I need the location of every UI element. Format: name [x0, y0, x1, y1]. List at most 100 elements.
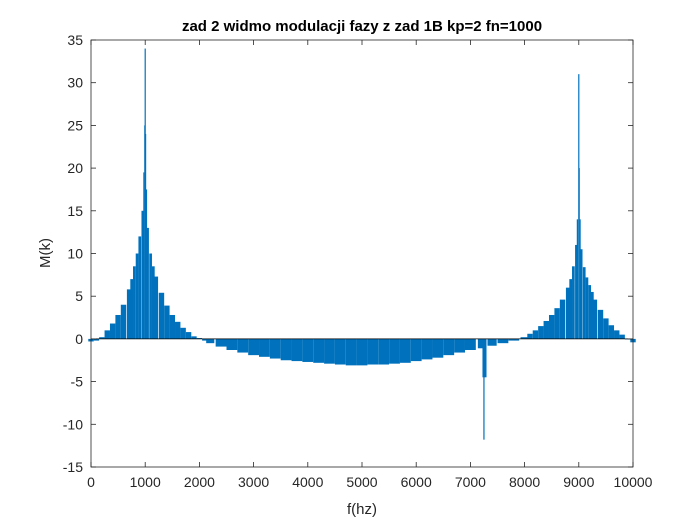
- y-tick-label: 0: [75, 331, 83, 347]
- bar: [324, 338, 335, 364]
- bar: [146, 189, 148, 339]
- bar: [554, 308, 560, 339]
- bar: [543, 320, 549, 339]
- bar: [202, 338, 208, 341]
- y-axis-label: M(k): [37, 238, 54, 268]
- chart-title: zad 2 widmo modulacji fazy z zad 1B kp=2…: [182, 18, 542, 35]
- bar: [259, 338, 270, 357]
- bar: [226, 338, 238, 350]
- bar: [477, 338, 485, 349]
- bar: [158, 292, 165, 339]
- bar: [104, 330, 110, 339]
- x-tick-label: 8000: [509, 474, 540, 490]
- bar: [280, 338, 292, 361]
- x-tick-label: 4000: [292, 474, 323, 490]
- y-tick-label: -10: [63, 416, 83, 432]
- bar: [454, 338, 465, 353]
- bar: [421, 338, 433, 360]
- bar: [291, 338, 303, 362]
- bar: [579, 219, 581, 339]
- bar: [580, 249, 583, 339]
- y-tick-label: -15: [63, 459, 83, 475]
- bar: [410, 338, 422, 362]
- bar: [109, 323, 116, 339]
- bar: [582, 267, 586, 339]
- y-tick-label: 30: [67, 75, 83, 91]
- bar: [206, 338, 215, 344]
- y-tick-label: 20: [67, 160, 83, 176]
- x-tick-label: 3000: [238, 474, 269, 490]
- bar: [175, 321, 181, 339]
- bar: [302, 338, 314, 362]
- bar: [565, 287, 570, 339]
- bar: [149, 253, 152, 339]
- bar: [185, 332, 192, 339]
- bar: [144, 48, 146, 339]
- bar: [614, 330, 620, 339]
- y-tick-label: 35: [67, 32, 83, 48]
- ticks-group: 0 1000 2000 3000 4000 5000 6000 7000 8000 9000 100…: [63, 32, 653, 490]
- bar: [569, 279, 573, 339]
- bar: [588, 285, 591, 339]
- bar: [575, 244, 578, 339]
- bar: [191, 336, 197, 339]
- bar: [367, 338, 379, 365]
- x-tick-label: 1000: [130, 474, 161, 490]
- y-tick-label: 15: [67, 203, 83, 219]
- plot-area: [91, 40, 633, 467]
- bar: [591, 291, 594, 339]
- bar: [130, 279, 134, 339]
- bar: [497, 338, 509, 344]
- y-tick-label: 25: [67, 117, 83, 133]
- bar: [138, 236, 142, 339]
- bar: [548, 314, 555, 339]
- bar: [443, 338, 455, 356]
- bar: [608, 325, 615, 339]
- bar: [164, 305, 170, 339]
- bar: [559, 299, 566, 339]
- bar: [115, 314, 121, 339]
- x-tick-label: 0: [87, 474, 95, 490]
- bar: [578, 168, 580, 339]
- x-tick-label: 2000: [184, 474, 215, 490]
- bar: [169, 314, 176, 339]
- bar: [399, 338, 411, 363]
- x-tick-label: 10000: [614, 474, 653, 490]
- x-tick-label: 5000: [346, 474, 377, 490]
- bar: [126, 289, 131, 339]
- bar: [619, 334, 625, 339]
- bar: [237, 338, 249, 353]
- bar: [432, 338, 444, 358]
- bar: [313, 338, 325, 363]
- bar: [508, 338, 520, 341]
- bar: [532, 330, 539, 339]
- bar: [143, 172, 145, 339]
- x-tick-label: 6000: [401, 474, 432, 490]
- bar: [93, 338, 100, 341]
- bar: [585, 277, 589, 339]
- x-tick-label: 9000: [563, 474, 594, 490]
- bar: [483, 338, 485, 440]
- bar: [487, 338, 497, 346]
- bar: [151, 266, 155, 339]
- bars-group: [88, 48, 636, 440]
- bar: [538, 326, 544, 339]
- bar: [215, 338, 227, 347]
- bar: [482, 338, 487, 378]
- bar: [378, 338, 390, 365]
- y-tick-label: 10: [67, 246, 83, 262]
- bar: [133, 266, 136, 339]
- bar: [196, 338, 203, 339]
- y-tick-label: -5: [71, 374, 84, 390]
- bar: [603, 318, 609, 339]
- bar: [597, 309, 604, 339]
- bar: [520, 337, 529, 339]
- bar: [464, 338, 476, 350]
- bar: [99, 337, 105, 339]
- bar: [356, 338, 368, 366]
- x-axis-label: f(hz): [347, 501, 377, 518]
- bar: [389, 338, 400, 364]
- bar: [572, 266, 575, 339]
- axes-box: [90, 39, 634, 468]
